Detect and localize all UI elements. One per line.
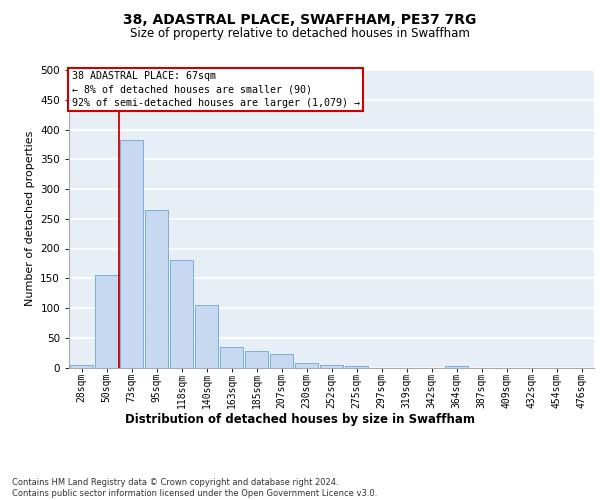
Bar <box>445 366 468 368</box>
Bar <box>170 260 193 368</box>
Bar <box>270 354 293 368</box>
Text: 38, ADASTRAL PLACE, SWAFFHAM, PE37 7RG: 38, ADASTRAL PLACE, SWAFFHAM, PE37 7RG <box>124 12 476 26</box>
Text: Size of property relative to detached houses in Swaffham: Size of property relative to detached ho… <box>130 28 470 40</box>
Text: 38 ADASTRAL PLACE: 67sqm
← 8% of detached houses are smaller (90)
92% of semi-de: 38 ADASTRAL PLACE: 67sqm ← 8% of detache… <box>71 72 359 108</box>
Bar <box>220 346 243 368</box>
Bar <box>345 366 368 368</box>
Bar <box>70 364 93 368</box>
Bar <box>145 210 168 368</box>
Text: Contains HM Land Registry data © Crown copyright and database right 2024.
Contai: Contains HM Land Registry data © Crown c… <box>12 478 377 498</box>
Bar <box>245 351 268 368</box>
Bar <box>295 362 318 368</box>
Y-axis label: Number of detached properties: Number of detached properties <box>25 131 35 306</box>
Bar <box>95 276 118 368</box>
Text: Distribution of detached houses by size in Swaffham: Distribution of detached houses by size … <box>125 412 475 426</box>
Bar <box>120 140 143 368</box>
Bar <box>195 305 218 368</box>
Bar <box>320 364 343 368</box>
